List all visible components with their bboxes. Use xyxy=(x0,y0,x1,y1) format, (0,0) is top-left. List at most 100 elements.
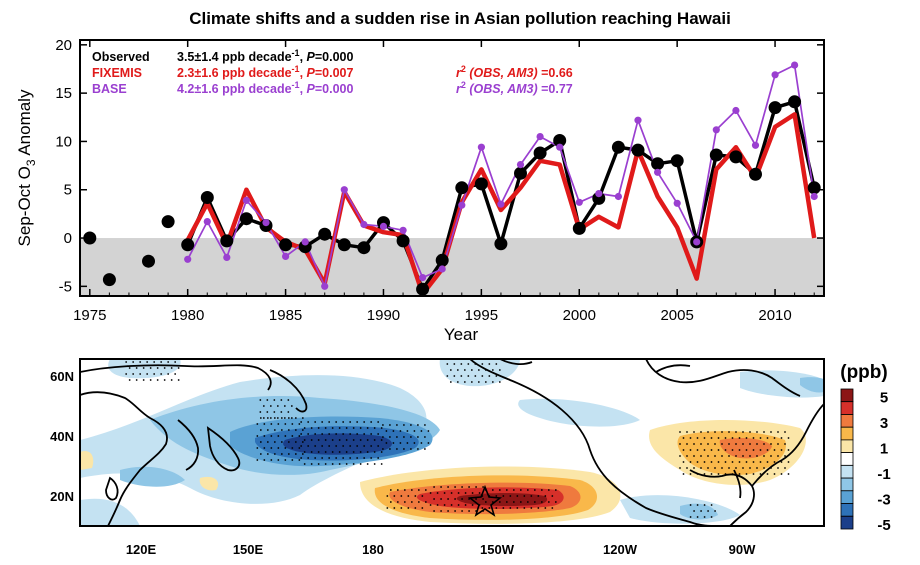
stipple-dot xyxy=(410,501,413,503)
stipple-dot xyxy=(259,441,262,443)
stipple-dot xyxy=(752,437,755,439)
colorbar-swatches xyxy=(840,388,854,530)
stipple-dot xyxy=(321,421,324,423)
stipple-dot xyxy=(266,429,269,431)
stipple-dot xyxy=(777,455,779,457)
stipple-dot xyxy=(342,421,345,423)
stipple-dot xyxy=(403,436,405,438)
stipple-dot xyxy=(509,495,512,497)
stipple-dot xyxy=(742,431,744,433)
stipple-dot xyxy=(382,424,384,426)
stipple-dot xyxy=(461,486,463,488)
stipple-dot xyxy=(502,495,505,497)
stipple-dot xyxy=(370,445,373,447)
stipple-dot xyxy=(784,431,786,433)
stipple-dot xyxy=(689,461,692,463)
data-point-observed xyxy=(553,134,567,147)
stipple-dot xyxy=(724,461,727,463)
stipple-dot xyxy=(377,457,380,459)
stipple-dot xyxy=(721,431,723,433)
stipple-dot xyxy=(745,473,748,475)
stipple-dot xyxy=(363,457,366,459)
stipple-dot xyxy=(407,495,410,497)
stipple-dot xyxy=(276,405,279,407)
stipple-dot xyxy=(449,381,452,383)
stipple-dot xyxy=(770,431,772,433)
stipple-dot xyxy=(484,369,487,371)
stipple-dot xyxy=(436,492,439,494)
stipple-dot xyxy=(298,423,301,425)
stipple-dot xyxy=(373,463,376,465)
stipple-dot xyxy=(294,453,297,455)
stipple-dot xyxy=(287,429,290,431)
data-point-observed xyxy=(396,234,410,248)
stipple-dot xyxy=(280,441,283,443)
stipple-dot xyxy=(509,507,512,509)
stipple-dot xyxy=(721,455,723,457)
stipple-dot xyxy=(256,423,259,425)
stipple-dot xyxy=(366,463,369,465)
stipple-dot xyxy=(403,424,405,426)
stipple-dot xyxy=(544,507,547,509)
stipple-dot xyxy=(679,455,681,457)
hudson-bay-coast xyxy=(645,359,801,397)
stipple-dot xyxy=(342,445,345,447)
data-point-base xyxy=(614,192,623,201)
stipple-dot xyxy=(505,501,508,503)
colorbar-swatch xyxy=(840,503,854,517)
stipple-dot xyxy=(280,411,283,413)
stipple-dot xyxy=(728,467,730,469)
stipple-dot xyxy=(153,373,156,375)
stipple-dot xyxy=(700,510,702,512)
stipple-dot xyxy=(345,427,348,429)
stipple-dot xyxy=(519,501,522,503)
x-tick-label: 1980 xyxy=(171,307,204,324)
stipple-dot xyxy=(294,429,297,431)
stipple-dot xyxy=(389,448,391,450)
data-point-observed xyxy=(220,234,234,248)
stipple-dot xyxy=(373,427,376,429)
stipple-dot xyxy=(314,445,317,447)
stipple-dot xyxy=(481,375,484,377)
stipple-dot xyxy=(403,448,405,450)
stipple-dot xyxy=(533,489,536,491)
stipple-dot xyxy=(498,501,501,503)
stipple-dot xyxy=(167,361,170,363)
stipple-dot xyxy=(424,501,427,503)
axis-ticks: 1975 1980 1985 1990 1995 2000 2005 201020151050… xyxy=(55,37,824,324)
alaska-coast xyxy=(499,359,533,366)
stipple-dot xyxy=(516,495,519,497)
stipple-dot xyxy=(721,467,723,469)
stipple-dot xyxy=(389,501,392,503)
stipple-dot xyxy=(363,445,366,447)
stipple-dot xyxy=(399,442,402,444)
data-point-observed xyxy=(729,150,743,164)
stipple-dot xyxy=(693,455,695,457)
map-lat-label: 20N xyxy=(50,489,74,504)
stipple-dot xyxy=(276,417,279,419)
stipple-dot xyxy=(156,379,159,381)
stipple-dot xyxy=(780,473,783,475)
stipple-dot xyxy=(266,417,269,419)
stipple-dot xyxy=(287,453,290,455)
stipple-dot xyxy=(335,433,338,435)
stipple-dot xyxy=(298,447,301,449)
stipple-dot xyxy=(554,501,557,503)
data-point-base xyxy=(242,196,250,204)
stipple-dot xyxy=(530,495,533,497)
legend-name-base: BASE xyxy=(92,82,127,96)
stipple-dot xyxy=(696,437,699,439)
stipple-dot xyxy=(284,423,287,425)
stipple-dot xyxy=(307,457,310,459)
coastlines xyxy=(80,359,824,526)
stipple-dot xyxy=(421,507,424,509)
stipple-dot xyxy=(310,439,313,441)
stipple-dot xyxy=(756,467,758,469)
y-tick-label: 15 xyxy=(55,85,72,102)
data-point-base xyxy=(379,222,388,230)
stipple-dot xyxy=(544,495,547,497)
stipple-dot xyxy=(456,381,459,383)
stipple-dot xyxy=(724,449,727,451)
data-point-observed xyxy=(631,143,645,157)
stipple-dot xyxy=(777,467,779,469)
